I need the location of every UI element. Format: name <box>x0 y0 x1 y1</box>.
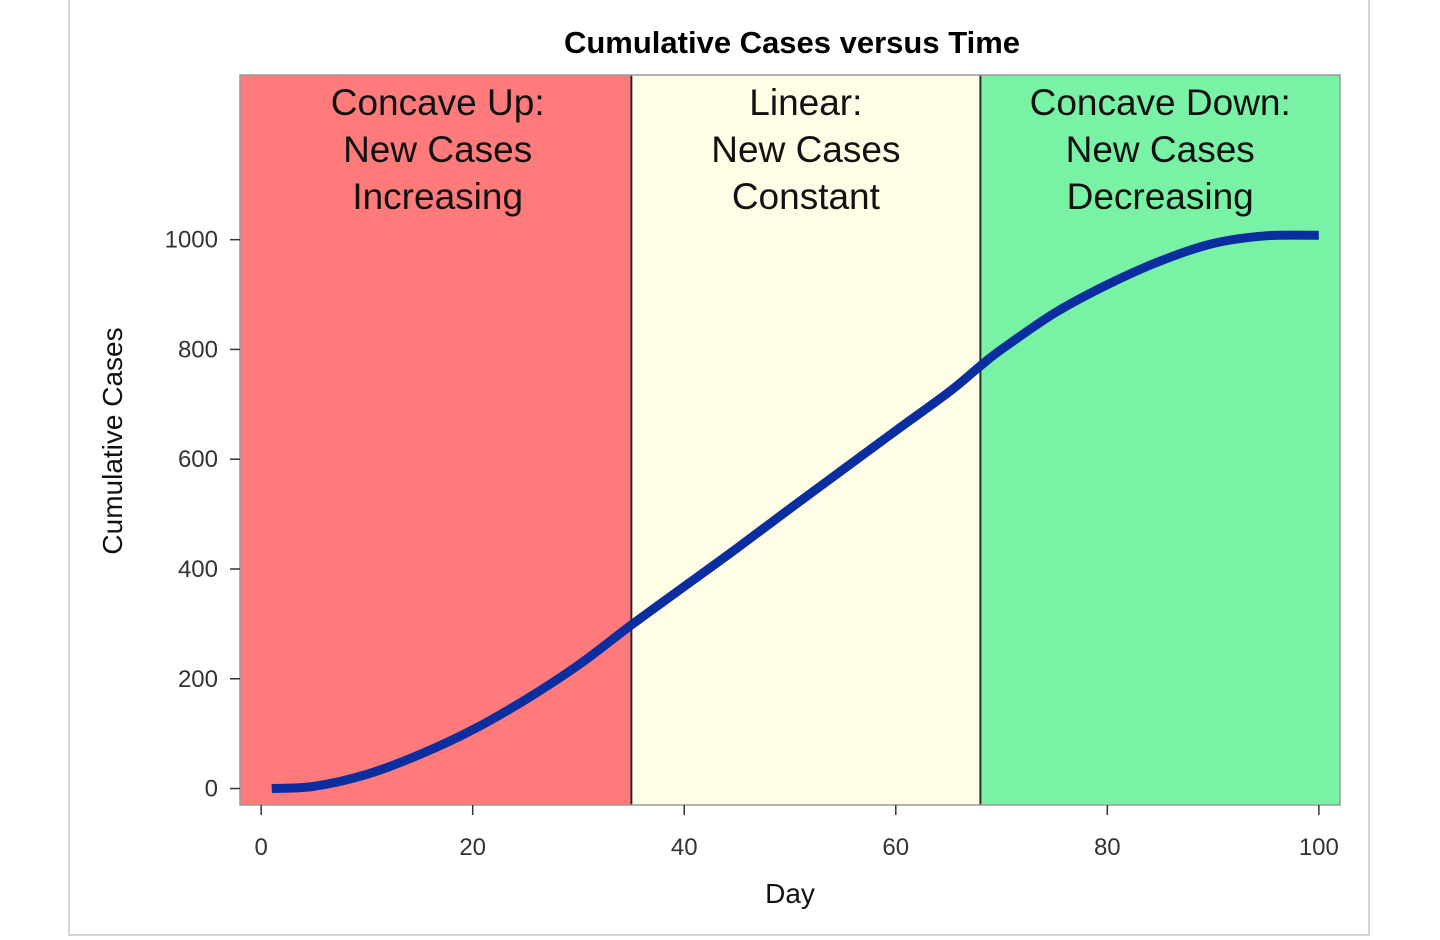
x-tick-label: 80 <box>1094 834 1121 861</box>
region-1-label-line-1: New Cases <box>711 129 900 170</box>
series-line-cumulative-cases <box>271 230 1319 793</box>
y-tick-label: 0 <box>205 776 218 803</box>
x-axis-label: Day <box>765 878 815 909</box>
region-2-label-line-0: Concave Down: <box>1030 82 1291 123</box>
x-tick-label: 100 <box>1299 834 1339 861</box>
x-tick-label: 40 <box>671 834 698 861</box>
region-0-label-line-1: New Cases <box>343 129 532 170</box>
y-tick-label: 1000 <box>165 227 218 254</box>
region-1-label-line-0: Linear: <box>749 82 862 123</box>
chart-title: Cumulative Cases versus Time <box>564 25 1020 60</box>
x-tick-label: 60 <box>882 834 909 861</box>
y-tick-label: 400 <box>178 556 218 583</box>
region-2-label-line-2: Decreasing <box>1067 176 1254 217</box>
y-tick-label: 200 <box>178 666 218 693</box>
region-0-background <box>240 75 632 805</box>
x-tick-label: 20 <box>459 834 486 861</box>
region-0-label-line-0: Concave Up: <box>331 82 545 123</box>
region-0-label-line-2: Increasing <box>352 176 523 217</box>
region-1-background <box>631 75 981 805</box>
plot-area-border <box>239 74 1341 806</box>
region-2-background <box>980 75 1340 805</box>
y-tick-label: 800 <box>178 336 218 363</box>
y-tick-label: 600 <box>178 446 218 473</box>
region-1-label-line-2: Constant <box>732 176 881 217</box>
y-axis-label: Cumulative Cases <box>97 327 128 554</box>
region-2-label-line-1: New Cases <box>1066 129 1255 170</box>
x-tick-label: 0 <box>254 834 267 861</box>
